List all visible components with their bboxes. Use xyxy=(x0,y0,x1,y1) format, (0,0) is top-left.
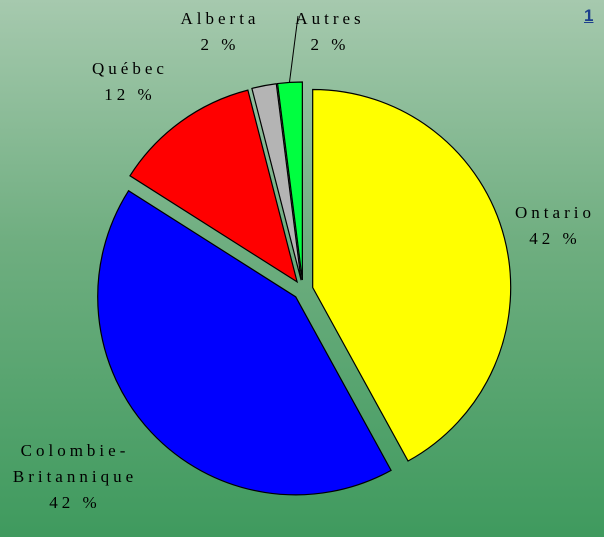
annotation: 1 xyxy=(584,6,594,25)
value-label: 12 % xyxy=(104,85,156,104)
slice-label: Colombie-Britannique 42 % xyxy=(0,438,150,516)
pie-slice xyxy=(97,189,392,496)
slice-label: Québec 12 % xyxy=(70,56,190,108)
category-label: Ontario xyxy=(515,203,595,222)
pie-slice xyxy=(129,89,299,284)
category-label: Autres xyxy=(295,9,365,28)
category-label: Alberta xyxy=(180,9,260,28)
value-label: 42 % xyxy=(49,493,101,512)
value-label: 2 % xyxy=(310,35,350,54)
category-label: Colombie-Britannique xyxy=(12,441,138,486)
category-label: Québec xyxy=(92,59,168,78)
slice-label: Autres 2 % xyxy=(285,6,375,58)
value-label: 2 % xyxy=(200,35,240,54)
slice-label: Alberta 2 % xyxy=(170,6,270,58)
slice-label: Ontario 42 % xyxy=(500,200,604,252)
pie-slice xyxy=(251,83,302,281)
value-label: 42 % xyxy=(529,229,581,248)
leader-line xyxy=(288,15,299,87)
pie-slice xyxy=(312,88,512,462)
pie-slice xyxy=(276,81,303,281)
